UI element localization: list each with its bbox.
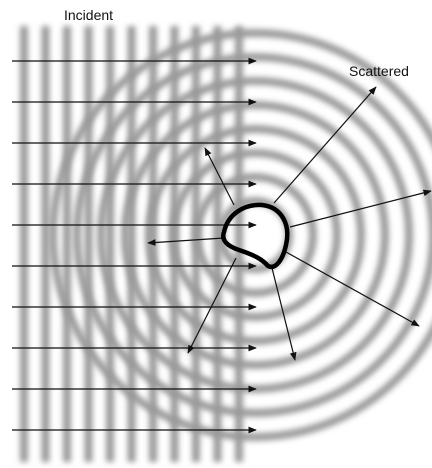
ring bbox=[49, 29, 432, 441]
scattered-arrow bbox=[204, 147, 235, 206]
scatterer bbox=[221, 202, 290, 270]
scattered-arrow bbox=[273, 86, 377, 204]
scattered-arrow bbox=[289, 189, 432, 228]
scattered-arrow bbox=[271, 267, 297, 361]
incident-label: Incident bbox=[64, 7, 113, 23]
incident-arrows bbox=[12, 57, 257, 434]
ring bbox=[121, 101, 389, 369]
scattered-arrows bbox=[147, 86, 432, 361]
ring bbox=[73, 53, 432, 417]
scattered-arrow bbox=[187, 257, 237, 354]
scattered-label: Scattered bbox=[349, 63, 409, 79]
ring bbox=[145, 125, 365, 345]
scattered-arrow bbox=[147, 237, 225, 246]
scattered-arrow bbox=[285, 251, 420, 327]
